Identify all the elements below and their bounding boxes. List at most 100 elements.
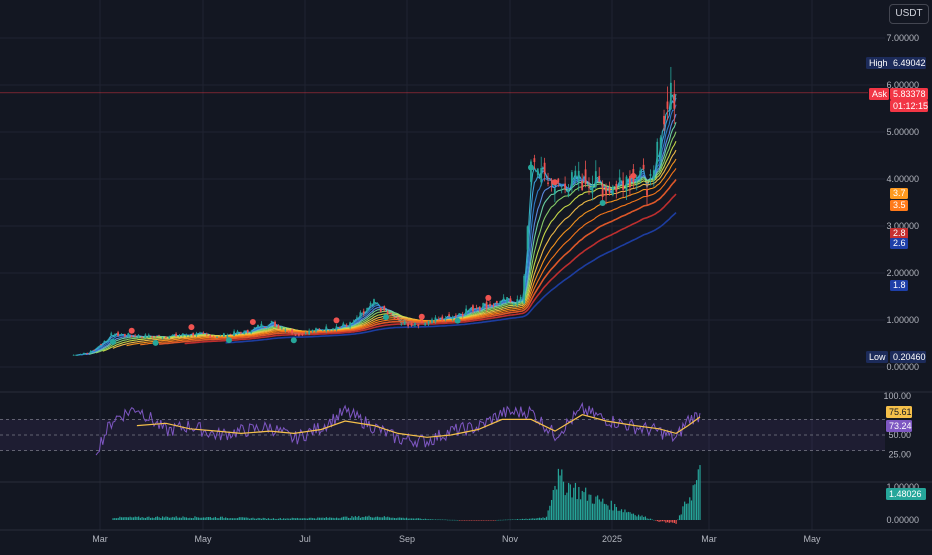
macd-bar [624,509,626,520]
macd-bar [571,497,573,520]
macd-bar [457,520,459,521]
macd-bar [416,518,418,520]
candle-body [127,333,130,337]
candle-body [444,318,447,320]
candle-body [403,321,406,325]
candle-body [182,333,184,336]
low-tag-label-box [866,351,888,363]
macd-bar [489,520,491,521]
macd-bar [424,518,426,520]
price-tick-label: 6.00000 [886,80,919,90]
rsi-ma-value-tag-box [886,420,912,432]
macd-bar [600,501,602,520]
macd-bar [329,517,331,520]
macd-bar [264,518,266,520]
macd-bar [593,503,595,520]
macd-bar [562,481,565,520]
candle-body [571,172,573,187]
macd-bar [124,517,126,520]
macd-bar [392,517,394,520]
macd-bar [496,519,498,521]
macd-bar [513,519,515,520]
macd-bar [436,519,438,521]
macd-bar [687,503,689,520]
macd-bar [144,517,147,520]
macd-bar [260,518,263,520]
candle-body [472,305,474,312]
macd-bar [177,517,179,520]
macd-bar [308,517,310,520]
macd-bar [283,518,285,520]
macd-bar [482,520,484,521]
macd-bar [395,518,397,520]
candle-body [277,325,280,329]
candle-body [502,297,505,299]
candle-body [250,331,253,333]
macd-bar [544,517,546,520]
macd-bar [431,519,433,520]
ask-tag-value-box [890,88,928,100]
signal-dot [630,172,637,179]
macd-bar [446,519,449,521]
macd-bar [445,519,447,521]
macd-bar [685,503,687,520]
ma-value-tag-box [890,238,908,249]
macd-bar [347,517,350,520]
macd-bar [312,518,314,520]
macd-bar [303,518,305,520]
macd-bar [353,517,355,520]
signal-dot [382,314,389,321]
currency-button[interactable]: USDT [889,4,929,24]
macd-bar [223,518,225,520]
price-tick-label: 5.00000 [886,127,919,137]
macd-bar [271,518,273,520]
candle-body [646,189,648,196]
candle-body [669,82,672,110]
candle-body [414,323,416,326]
candle-body [352,321,355,323]
macd-bar [250,518,252,520]
candle-body [328,330,331,332]
macd-bar [132,517,135,520]
macd-bar [521,518,524,520]
macd-bar [279,517,281,520]
macd-bar [218,518,220,520]
candle-body [611,186,614,195]
candle-body [663,115,665,125]
macd-bar [520,519,522,520]
candle-body [584,169,587,185]
macd-bar [252,517,254,520]
macd-bar [484,520,486,521]
time-tick-label: May [194,534,212,544]
macd-bar [694,484,696,520]
candle-body [417,324,420,327]
macd-bar [272,518,275,520]
candle-body [205,334,208,335]
candle-body [93,349,96,351]
rsi-ma-value-tag: 73.24 [889,421,912,431]
macd-bar [387,516,389,520]
macd-bar [141,517,143,520]
macd-bar [120,517,123,520]
macd-bar [579,499,582,520]
signal-dot [527,164,534,171]
macd-bar [158,517,160,520]
macd-bar [400,517,403,520]
candle-body [233,331,235,336]
candle-body [519,296,522,301]
macd-bar [617,510,619,520]
macd-bar [649,518,652,520]
candle-body [495,301,498,303]
macd-bar [286,518,288,520]
candle-body [96,346,99,348]
candle-body [110,333,113,335]
macd-bar [153,517,155,520]
time-tick-label: May [803,534,821,544]
macd-bar [284,518,286,520]
macd-bar [581,490,583,520]
macd-bar [682,506,684,520]
candle-body [475,308,478,309]
ma-value-tag: 2.6 [893,238,906,248]
